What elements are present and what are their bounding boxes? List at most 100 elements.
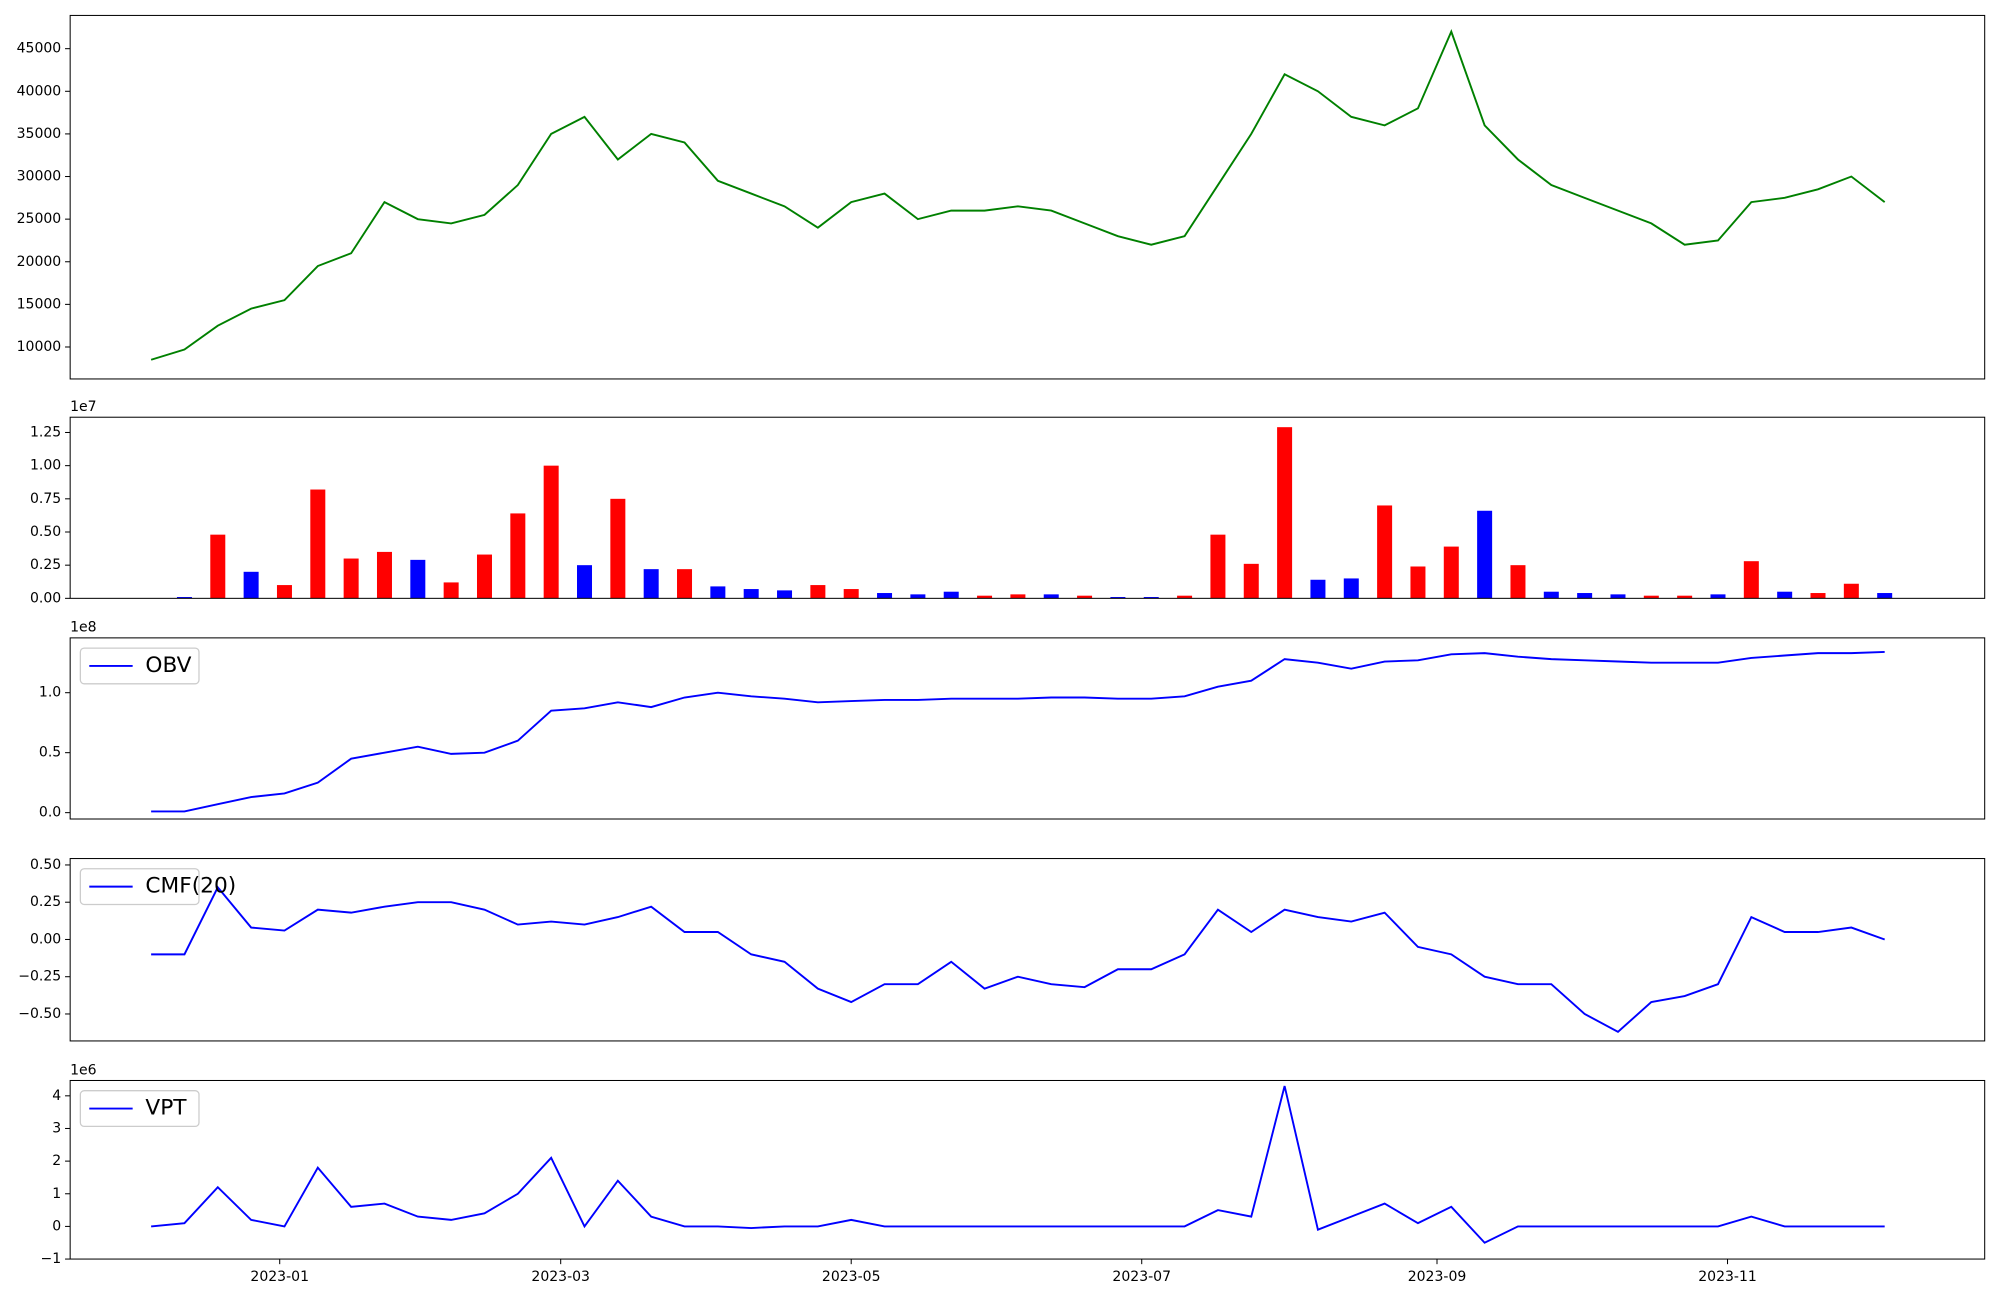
bar	[1877, 593, 1893, 599]
y-tick-label: 0.50	[30, 524, 61, 540]
bar	[243, 571, 259, 599]
y-tick-label: 3	[52, 1120, 61, 1136]
y-tick-label: 10000	[17, 339, 62, 355]
y-tick-label: 20000	[17, 254, 62, 270]
y-tick-label: −0.50	[18, 1006, 61, 1022]
x-tick-label: 2023-07	[1112, 1269, 1171, 1285]
bar	[1643, 595, 1659, 599]
y-tick-label: −1	[41, 1251, 62, 1267]
y-tick-label: 0.00	[30, 931, 61, 947]
y-tick-label: 35000	[17, 126, 62, 142]
legend-label: VPT	[145, 1096, 187, 1121]
legend: OBV	[79, 647, 200, 685]
bar	[743, 589, 759, 599]
y-tick-label: 0.25	[30, 557, 61, 573]
legend: CMF(20)	[79, 868, 236, 906]
bar	[1277, 427, 1293, 599]
bar	[510, 513, 526, 599]
bar	[577, 565, 593, 599]
bar	[1110, 597, 1126, 599]
legend-label: CMF(20)	[145, 874, 236, 899]
legend-box	[79, 868, 200, 906]
legend-label: OBV	[145, 653, 191, 678]
legend: VPT	[79, 1090, 200, 1128]
bar	[1510, 565, 1526, 599]
y-tick-label: 15000	[17, 296, 62, 312]
bar	[410, 559, 426, 599]
panel: −1 0 1 2 3 4 1e6 2023-01 2023-03 2023-05 2023-07 20…	[41, 1062, 1986, 1285]
y-tick-label: 30000	[17, 169, 62, 185]
bar	[476, 554, 492, 599]
y-tick-label: 0.50	[30, 857, 61, 873]
panel: 10000 15000 20000 25000 30000 35000 40000 45000	[17, 14, 1986, 380]
bar	[343, 558, 359, 599]
bar	[877, 593, 893, 599]
y-tick-label: 0.25	[30, 894, 61, 910]
line	[150, 29, 1886, 361]
y-offset-label: 1e6	[70, 1062, 97, 1078]
axes-frame	[69, 416, 1986, 599]
bar	[610, 498, 626, 599]
y-offset-label: 1e8	[70, 620, 96, 636]
bar	[1043, 594, 1059, 599]
y-tick-label: 1.00	[30, 458, 61, 474]
axes-frame	[69, 14, 1986, 380]
bar	[543, 465, 559, 599]
bar	[910, 594, 926, 599]
y-tick-label: 4	[52, 1088, 61, 1104]
x-tick-label: 2023-09	[1408, 1269, 1467, 1285]
bar	[810, 585, 826, 599]
bar	[1377, 505, 1393, 599]
bar	[1010, 594, 1026, 599]
bar	[1543, 591, 1559, 599]
bar	[1610, 594, 1626, 599]
legend-box	[79, 647, 200, 685]
y-tick-label: −0.25	[18, 969, 61, 985]
y-tick-label: 0.5	[39, 745, 61, 761]
bar	[1343, 578, 1359, 599]
axes-frame	[69, 637, 1986, 820]
bar	[1577, 593, 1593, 599]
y-offset-label: 1e7	[70, 399, 96, 415]
x-tick-label: 2023-01	[250, 1269, 309, 1285]
line	[151, 885, 1886, 1034]
bar	[1477, 510, 1493, 599]
y-tick-label: 1	[52, 1186, 61, 1202]
y-tick-label: 0.75	[30, 491, 61, 507]
bar	[677, 569, 693, 599]
bar	[1143, 597, 1159, 599]
y-tick-label: 45000	[17, 41, 62, 57]
line	[151, 1085, 1885, 1244]
y-tick-label: 0.00	[30, 590, 61, 606]
bar	[310, 489, 326, 599]
bar	[777, 590, 793, 599]
legend-box	[79, 1090, 200, 1128]
bar	[1677, 595, 1693, 599]
y-tick-label: 25000	[17, 211, 62, 227]
bar	[977, 595, 993, 599]
x-tick-label: 2023-11	[1698, 1269, 1757, 1285]
bar	[1410, 566, 1426, 599]
x-tick-label: 2023-03	[531, 1269, 590, 1285]
axes-frame	[69, 858, 1986, 1042]
axes-frame	[69, 1079, 1986, 1260]
bar	[1810, 593, 1826, 599]
y-tick-label: 2	[52, 1153, 61, 1169]
bar	[1443, 546, 1459, 599]
y-tick-label: 1.25	[30, 424, 61, 440]
panel: 0.00 0.25 0.50 0.75 1.00 1.25 1e7	[30, 399, 1986, 606]
y-tick-label: 0	[52, 1218, 61, 1234]
bar	[843, 589, 859, 599]
y-tick-label: 1.0	[39, 685, 61, 701]
bar	[1077, 595, 1093, 599]
bar	[376, 551, 392, 599]
bar	[1177, 595, 1193, 599]
bar	[276, 585, 292, 599]
panel: 0.0 0.5 1.0 1e8 OBV	[39, 620, 1986, 821]
bar	[710, 586, 726, 599]
bar	[1843, 583, 1859, 599]
bar	[1710, 594, 1726, 599]
y-tick-label: 40000	[17, 83, 62, 99]
bar	[1743, 561, 1759, 599]
